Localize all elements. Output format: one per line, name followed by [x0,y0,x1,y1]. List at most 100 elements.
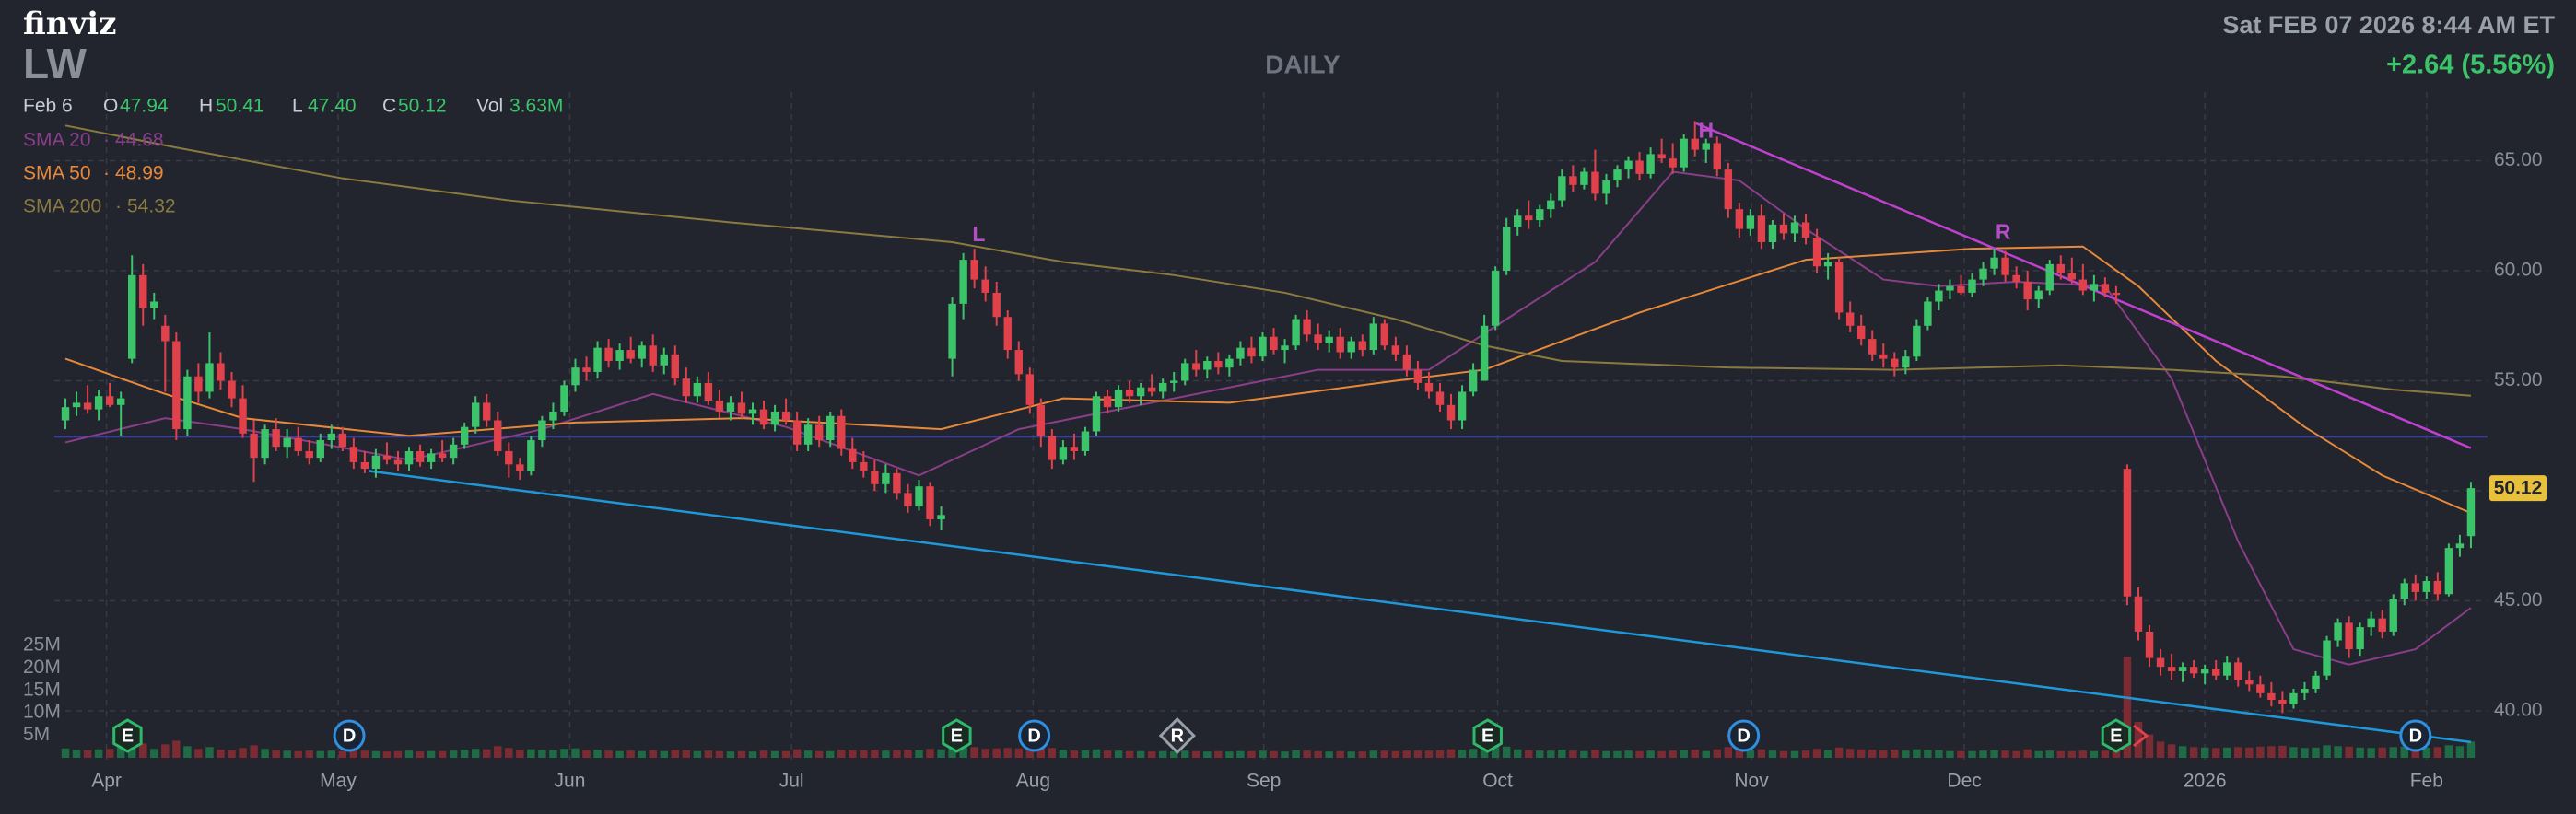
candle-body [427,453,436,462]
candle-body [981,279,989,293]
candle-body [1957,285,1965,293]
ticker: LW [23,40,88,87]
candle-body [1303,319,1311,335]
volume-bar [1203,751,1212,758]
candle-body [2223,662,2231,676]
volume-bar [72,750,81,758]
candle-body [2178,667,2187,671]
volume-bar [1979,750,1987,758]
volume-bar [2455,746,2465,758]
volume-bar [327,750,336,758]
candle-body [837,415,846,449]
volume-bar [2345,746,2353,758]
sma-line [64,124,2472,397]
candle-body [549,411,557,421]
volume-bar [1402,750,1411,758]
candle-body [1525,215,1533,221]
volume-bar [926,749,934,758]
candle-body [1469,369,1478,392]
candle-body [1735,209,1744,229]
candle-body [172,341,181,430]
candle-body [770,411,779,425]
candle-body [2323,640,2331,676]
candle-body [2156,657,2165,668]
volume-bar [937,749,945,758]
volume-tick-label: 20M [23,657,61,678]
last-price-label: 50.12 [2494,478,2543,499]
candle-body [1347,341,1355,353]
candle-body [1380,323,1389,346]
volume-bar [2278,745,2287,758]
volume-bar [1469,749,1478,758]
volume-bar [1768,750,1777,758]
sma-legend-value: 44.68 [115,130,164,151]
plot: ···LHR [54,119,2488,758]
volume-bar [1114,750,1123,758]
candle-body [2112,292,2121,296]
y-tick-label: 60.00 [2494,260,2543,281]
candle-body [1114,390,1123,408]
volume-bar [393,750,403,758]
volume-bar [638,750,646,758]
event-label: E [2110,726,2122,746]
candle-body [2167,667,2176,671]
candle-body [693,382,702,397]
volume-bar [2411,748,2420,758]
candle-body [2034,290,2043,300]
volume-bar [582,750,591,758]
volume-bar [1036,747,1046,758]
candle-body [161,325,170,342]
candle-body [1092,396,1101,432]
volume-tick-label: 15M [23,679,61,700]
candle-body [1147,387,1156,392]
sma-legend-name: SMA 200 [23,196,101,217]
volume-bar [1823,750,1832,758]
candle-body [615,350,624,362]
volume-bar [1502,746,1511,758]
candle-body [649,345,657,366]
volume-bar [2389,747,2397,758]
event-icon [1158,716,1196,755]
volume-bar [272,750,280,758]
volume-bar [1147,751,1156,758]
volume-bar [261,749,269,758]
volume-bar [1990,750,1998,758]
candle-body [970,260,978,280]
volume-bar [1513,749,1522,758]
candle-body [871,471,879,484]
volume-bar [1092,749,1101,758]
volume-bar [992,748,1001,758]
volume-bar [2245,747,2254,758]
candle-body [1435,391,1445,405]
volume-bar [1602,750,1610,758]
event-label: D [343,726,356,746]
volume-bar [105,749,114,758]
volume-bar [2301,748,2309,758]
volume-bar [1491,745,1500,758]
volume-bar [1702,750,1710,758]
candle-body [1458,391,1467,421]
x-tick-label: Feb [2410,771,2443,792]
volume-bar [626,750,635,758]
candle-body [1746,215,1755,229]
volume-bar [660,750,668,758]
candle-body [1812,238,1821,267]
volume-bar [1192,750,1200,758]
candle-body [205,363,214,392]
volume-bar [1458,750,1467,758]
candle-body [1801,222,1810,238]
candle-body [1669,158,1677,168]
volume-bar [239,748,247,758]
candle-body [2256,684,2265,693]
volume-bar [61,748,70,758]
volume-bar [2378,747,2386,758]
sma-legend-value: 54.32 [127,196,176,217]
candle-body [516,464,524,471]
candle-body [1391,345,1400,355]
candle-body [150,301,158,308]
candle-body [2367,618,2375,628]
volume-bar [893,750,901,758]
candle-body [1170,380,1178,383]
volume-bar [1270,750,1278,758]
candle-body [294,437,302,451]
